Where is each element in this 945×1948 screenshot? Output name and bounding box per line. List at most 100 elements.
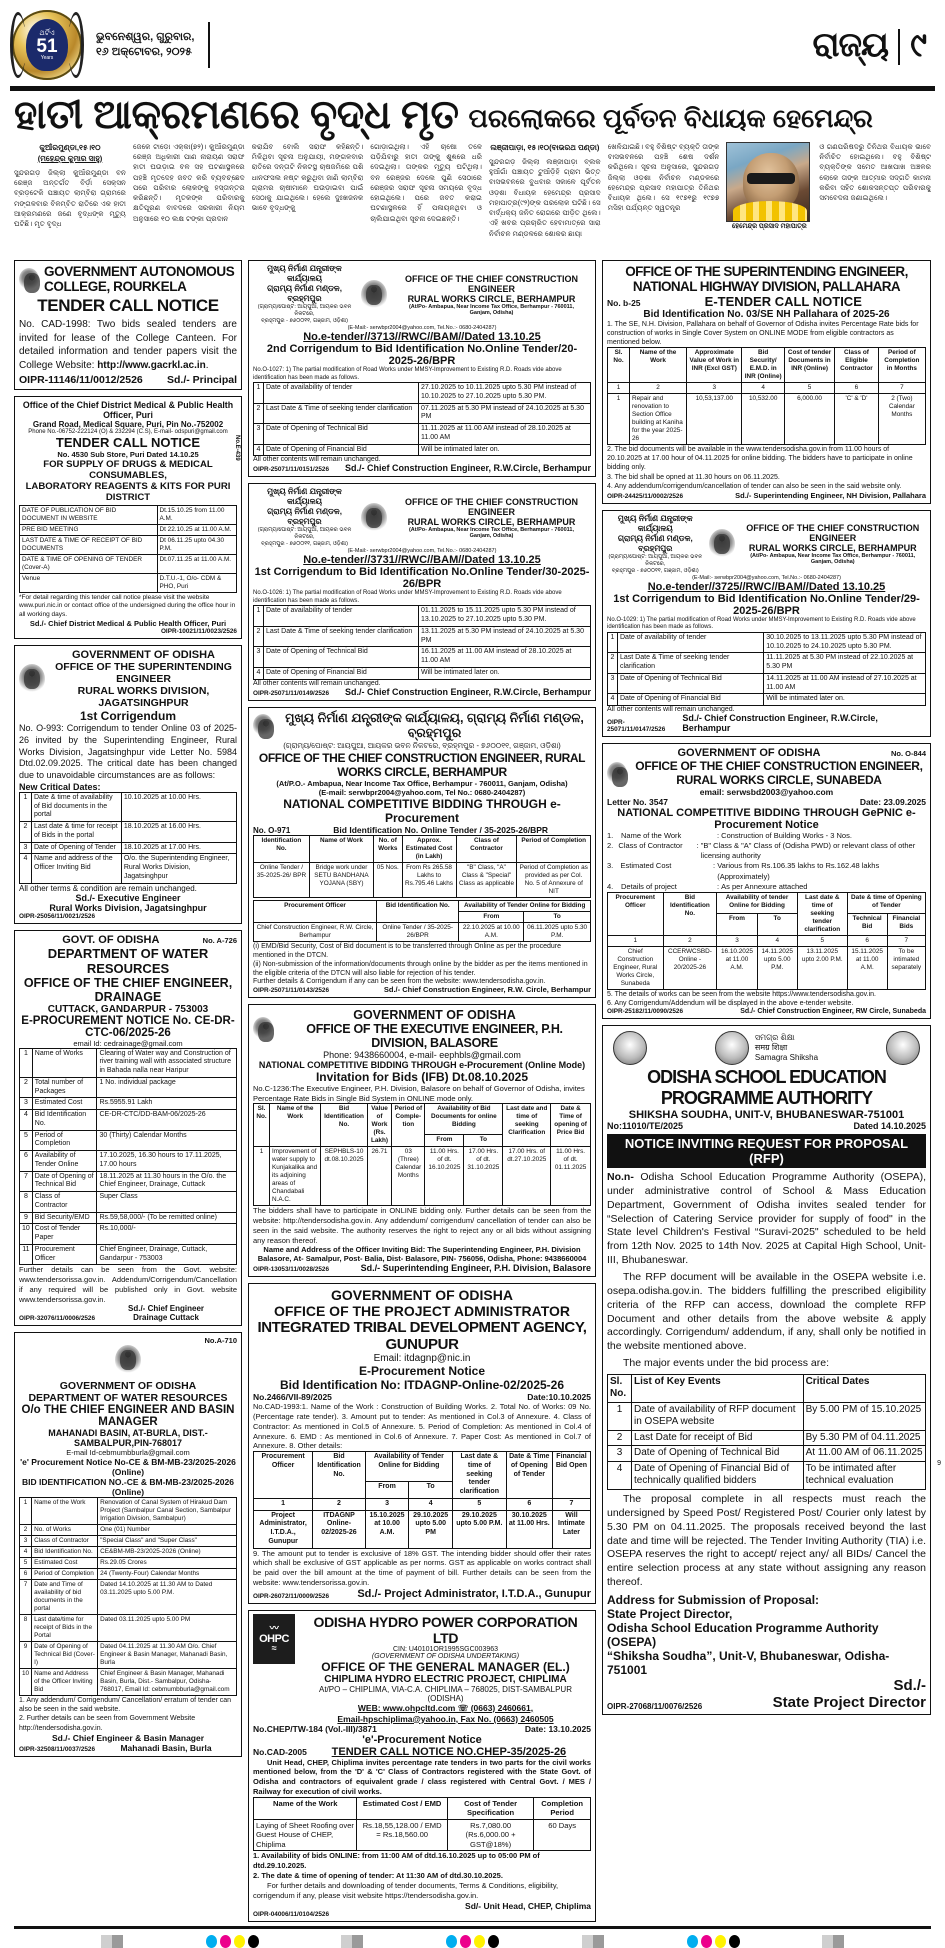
cell-label: Estimated Cost (31, 1557, 99, 1570)
cell-no-of-works: 05 Nos. (373, 861, 403, 898)
ad-officer-address-2: Balasore, At- Samalpur, Post- Balia, Dis… (257, 1254, 587, 1264)
table-row: DATE OF PUBLICATION OF BID DOCUMENT IN W… (19, 505, 238, 525)
col-to: To (523, 910, 591, 923)
ad-oipr-code: OIPR-25071/11/0151/2526 (253, 466, 330, 474)
cell-value: 30 (Thirty) Calendar Months (96, 1129, 237, 1151)
table-row: 2 Last Date for receipt of Bid By 5.30 PM … (607, 1429, 927, 1447)
cell-last-date: 29.10.2025 upto 5.00 P.M. (452, 1509, 507, 1549)
col-from: From (364, 1480, 410, 1499)
col-period: Period of Comple-tion (391, 1103, 426, 1148)
ad-odia-line-1: ମୁଖ୍ୟ ନିର୍ମାଣ ଯନ୍ତ୍ରୀଙ୍କ କାର୍ଯ୍ୟାଳୟ (617, 513, 693, 533)
ad-signature-mark: Sd./- (893, 1676, 927, 1694)
ad-availability-table: Procurement Officer Bid Identification N… (252, 899, 591, 942)
ad-odia-line-1: ମୁଖ୍ୟ ନିର୍ମାଣ ଯନ୍ତ୍ରୀଙ୍କ କାର୍ଯ୍ୟାଳୟ (267, 264, 342, 283)
cell-value: 13.11.2025 at 5.30 PM instead of 24.10.2… (418, 625, 591, 648)
cell-sl: 10 (19, 1223, 33, 1245)
table-row: 10 Cost of Tender Paper Rs.10,000/- (19, 1223, 237, 1245)
ad-signature: Sd./- Chief District Medical & Public He… (29, 619, 227, 629)
table-row: 1 Date of availability of tender 27.10.202… (253, 382, 591, 404)
ad-undertaking: (GOVERNMENT OF ODISHA UNDERTAKING) (371, 1652, 520, 1660)
cell-from: 16.10.2025 at 11.00 A.M. (716, 945, 758, 990)
col-to: To (463, 1133, 504, 1148)
table-row: 2 Last date & time for receipt of Bids in… (19, 821, 238, 843)
ad-notice-line-1: 'e' Procurement Notice No-CE & BM-MB-23/… (20, 1457, 236, 1478)
news-column-5: ଲଞ୍ଜୀପାଡ଼ା, ୧୫।୧୦(ବାଭରଥ ପଣ୍ଡା) ସୁନ୍ଦରଗଡ଼… (489, 142, 601, 252)
ad-email[interactable]: Email-hpschiplima@yahoo.in, Fax No. (066… (337, 1713, 554, 1724)
ad-signature: Sd./- Superintending Engineer, NH Divisi… (735, 490, 926, 500)
cell-event: Date of availability of RFP document in … (631, 1401, 804, 1431)
col-to: To (408, 1480, 454, 1499)
ad-notice-title: Invitation for Bids (IFB) Dt.08.10.2025 (315, 1069, 529, 1084)
table-row: 4 Date of Opening of Financial Bid of tec… (607, 1460, 927, 1490)
table-row: 11 Procurement Officer Chief Engineer, Dra… (19, 1243, 237, 1266)
ad-further-details: Further details & Corrigendum if any can… (253, 977, 546, 985)
table-body: DATE OF PUBLICATION OF BID DOCUMENT IN W… (19, 505, 238, 593)
ad-note: The bidders shall have to participate in… (253, 1206, 591, 1245)
cell-value: Rs.29.05 Crores (97, 1557, 237, 1570)
col-availability: Availability of Bid Documents for online… (424, 1103, 504, 1135)
cell-sl: 3 (19, 1097, 33, 1110)
col-name-of-work: Name of the Work (252, 1796, 358, 1820)
ad-gov-line: GOVERNMENT OF ODISHA (677, 747, 821, 759)
cell-label: Bid Security/EMD (31, 1211, 98, 1225)
ad-org-line-2: INTEGRATED TRIBAL DEVELOPMENT AGENCY, GU… (257, 1319, 587, 1354)
cell-label: Date of Opening of Financial Bid (262, 443, 420, 457)
ad-office: OFFICE OF THE GENERAL MANAGER (EL.) (321, 1659, 570, 1674)
cell-num: 2 (662, 934, 718, 947)
cell-sl: 1 (607, 631, 618, 654)
cell-label: Date of Opening of Technical Bid (616, 672, 765, 695)
ad-body-text: No. O-993: Corrigendum to tender Online … (19, 723, 237, 781)
cell-from: 22.10.2025 at 10.00 A.M. (458, 921, 525, 942)
magenta-dot (219, 1934, 231, 1948)
ad-oipr-code: OIPR-25056/11/0021/2526 (19, 912, 96, 920)
cell-label: Date of availability of tender (262, 382, 420, 404)
ad-org-line-1: OFFICE OF THE PROJECT ADMINISTRATOR (273, 1303, 571, 1320)
col-from: From (716, 913, 758, 936)
ad-gov-line: GOVERNMENT OF ODISHA (330, 1287, 513, 1304)
cell-sl: 4 (253, 666, 264, 680)
cell-sl: 3 (19, 841, 32, 855)
ad-web[interactable]: WEB: www.ohpcltd.com ☏ (0663) 2460661, (357, 1702, 534, 1713)
ad-oipr-code: OIPR-24425/11/0002/2526 (607, 492, 684, 500)
ad-dept: DEPARTMENT OF WATER RESOURCES (47, 945, 209, 976)
ad-oipr-code: OIPR-32508/11/0037/2526 (19, 1745, 96, 1753)
ad-website-link[interactable]: http://www.gacrkl.ac.in (97, 359, 206, 371)
ad-item-row: 1. Name of the Work: Construction of Buil… (607, 831, 926, 841)
odisha-emblem-icon (613, 1030, 647, 1065)
item-label: Estimated Cost (620, 861, 672, 871)
ad-ph-division-balasore: GOVERNMENT OF ODISHA OFFICE OF THE EXECU… (248, 1003, 596, 1278)
news-column-4: ଗୋଡ଼ାଇଥିଲା। ଏହି ଚାଷୋ ତଳେ ପଡ଼ିଯିବାରୁ ହାତୀ… (370, 142, 483, 223)
ad-signature: Sd./- Chief Construction Engineer, R.W. … (383, 984, 591, 994)
news-column-2: ଜେକେ ଟାଡ଼ୋ ଏକ୍କା(୭୨)। କୁଆଁରମୁଣ୍ଡା ରେଞ୍ଜ … (133, 142, 245, 223)
cyan-dot (205, 1934, 217, 1948)
cell-value: Renovation of Canal System of Hirakud Da… (97, 1497, 237, 1526)
cell-sl: 1 (253, 382, 264, 404)
ad-body-text: No. CAD-1998: Two bids sealed tenders ar… (19, 319, 237, 371)
ad-address: Grand Road, Medical Square, Puri, Pin No… (32, 420, 224, 429)
ad-paragraph-3: The major events under the bid process a… (623, 1357, 830, 1370)
cell-period-completion: Period of Completion as provided as per … (516, 861, 591, 898)
cell-value: Will be intimated later on. (763, 693, 926, 706)
cell-last-date: 17.00 Hrs. of dt.27.10.2025 (502, 1146, 552, 1207)
cell-label: Name of Works (31, 1047, 98, 1078)
ad-corrigendum-table: 1 Date of availability of tender 01.11.202… (253, 605, 591, 680)
cell-sl: 2 (253, 402, 264, 424)
ad-drainage-cuttack: GOVT. OF ODISHA No. A-726 DEPARTMENT OF … (14, 929, 242, 1327)
table-row: DATE & TIME OF OPENING OF TENDER (Cover-… (19, 554, 238, 574)
ohpc-logo-text: OHPC (259, 1632, 289, 1645)
badge-years: Years (40, 54, 54, 61)
ad-org: OFFICE OF THE CHIEF CONSTRUCTION ENGINEE… (635, 759, 923, 787)
cell-label: Date of Opening of Financial Bid (616, 693, 765, 706)
ad-gov-line: GOVERNMENT OF ODISHA (353, 1007, 516, 1022)
cell-sl: 5 (18, 1557, 33, 1570)
table-row: Venue D.T.U.-1, O/o- CDM & PHO, Puri (19, 573, 238, 593)
ad-odia-line-3: (ଗ୍ରାମ୍ୟ/ପୋଷ୍ଟ: ଆୟପୁଆ, ଆୟକର ଭବନ ନିକଟରେ, (257, 527, 352, 541)
ad-body-end: . (205, 359, 209, 371)
ad-signature-2: Drainage Cuttack (133, 1313, 199, 1323)
ad-bid-id: Bid Identification No. Online Tender / 3… (333, 824, 549, 835)
cell-value: 18.10.2025 at 17.00 Hrs. (120, 841, 238, 855)
ad-note-1: 1. Any addendum/ Corrigendum/ Cancellati… (19, 1697, 232, 1714)
cell-sl: 9 (18, 1641, 33, 1670)
ad-note-2: (ii) Non-submission of the information/d… (253, 960, 588, 977)
ad-works-table: Sl. No. Name of the Work Approximate Val… (607, 347, 927, 446)
